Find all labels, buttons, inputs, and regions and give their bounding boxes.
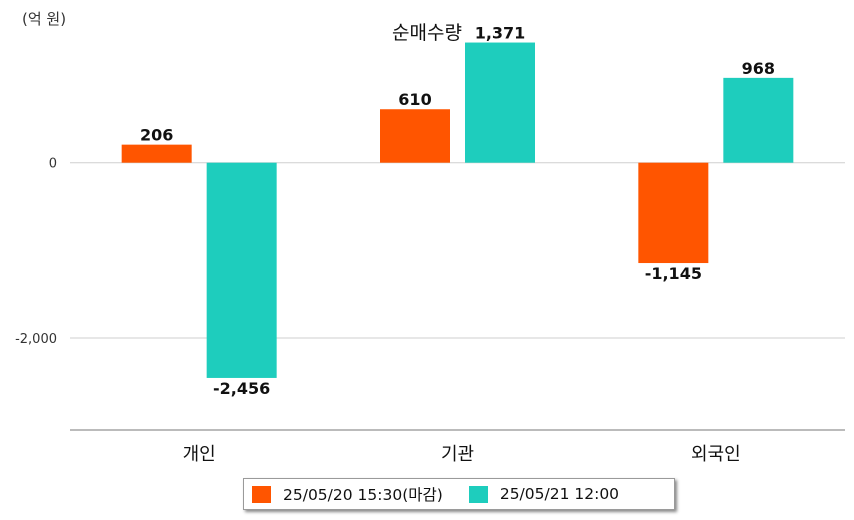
chart-legend: 25/05/20 15:30(마감) 25/05/21 12:00 [243,478,675,510]
x-tick-label: 외국인 [691,444,741,465]
y-tick-label: -2,000 [15,332,57,347]
data-label: 206 [140,126,173,145]
bar [121,144,192,163]
data-label: 968 [742,59,775,78]
bar [380,109,450,163]
unit-label: (억 원) [22,10,67,28]
legend-label-series-1: 25/05/20 15:30(마감) [283,486,443,504]
chart-title: 순매수량 [392,22,462,44]
data-label: 610 [398,90,431,109]
legend-swatch-series-1 [252,485,271,503]
bar [723,77,794,163]
x-tick-label: 개인 [183,444,216,465]
legend-item-series-1[interactable]: 25/05/20 15:30(마감) [252,483,443,505]
bar-chart: 0 -2,000 206 -2,456 개인 610 1,371 기관 -1,145 968 외국인 [15,24,845,465]
legend-label-series-2: 25/05/21 12:00 [499,485,620,503]
data-label: 1,371 [475,24,526,43]
bar [206,162,277,378]
bar [465,42,535,163]
y-tick-label: 0 [49,157,57,172]
data-label: -2,456 [213,379,270,398]
bar [638,162,709,264]
x-tick-label: 기관 [441,444,474,465]
legend-item-series-2[interactable]: 25/05/21 12:00 [468,485,620,503]
legend-swatch-series-2 [468,485,488,503]
data-label: -1,145 [645,264,702,283]
